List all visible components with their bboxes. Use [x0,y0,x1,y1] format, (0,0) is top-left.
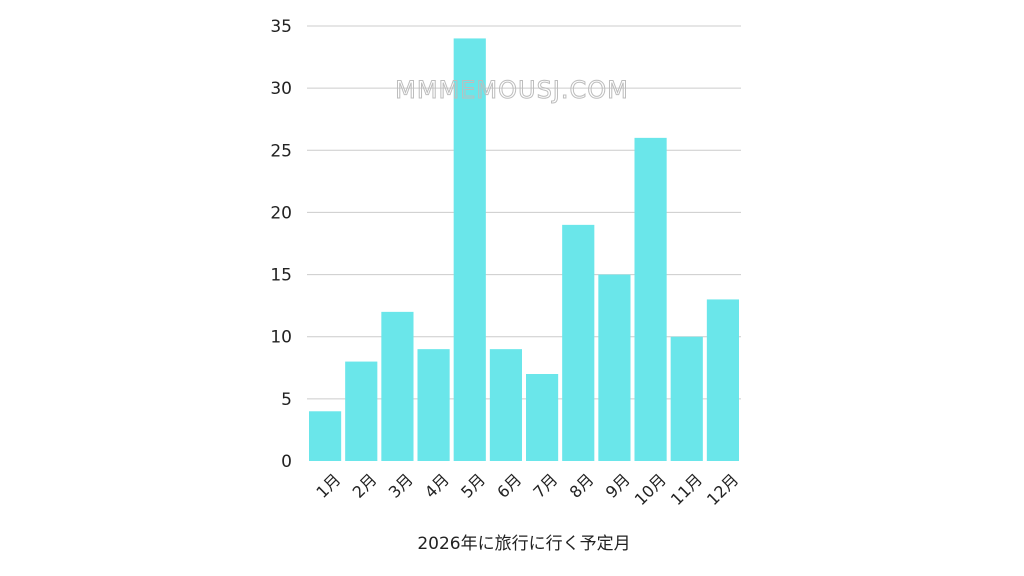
bar [526,374,559,461]
bar [562,224,595,461]
bar [381,311,414,461]
x-tick-label: 1月 [312,470,344,502]
y-tick-label: 5 [281,390,292,410]
x-tick-label: 3月 [385,470,417,502]
x-tick-label: 11月 [667,470,706,509]
bar [453,38,486,462]
y-tick-label: 0 [281,452,292,472]
x-tick-label: 12月 [703,470,742,509]
x-tick-label: 9月 [602,470,634,502]
bar [670,336,703,461]
x-tick-label: 2月 [349,470,381,502]
watermark-text: MMMEMOUSJ.COM [395,76,629,104]
bar [309,411,342,461]
bar [634,137,667,461]
x-tick-label: 4月 [421,470,453,502]
bar [417,349,450,461]
x-tick-label: 8月 [566,470,598,502]
y-tick-label: 30 [270,79,292,99]
y-tick-label: 15 [270,266,292,286]
x-tick-label: 6月 [493,470,525,502]
x-tick-label: 5月 [457,470,489,502]
y-tick-label: 10 [270,328,292,348]
bars [309,38,739,462]
y-tick-label: 25 [270,141,292,161]
bar [489,349,522,461]
y-tick-label: 20 [270,203,292,223]
x-tick-label: 10月 [631,470,670,509]
x-axis-title: 2026年に旅行に行く予定月 [417,534,630,554]
bar [598,274,631,461]
bar [706,299,739,461]
grid-lines [307,25,741,400]
y-tick-label: 35 [270,17,292,37]
bar [345,361,378,461]
x-tick-label: 7月 [529,470,561,502]
y-axis-ticks: 0 5 10 15 20 25 30 35 [270,17,292,472]
